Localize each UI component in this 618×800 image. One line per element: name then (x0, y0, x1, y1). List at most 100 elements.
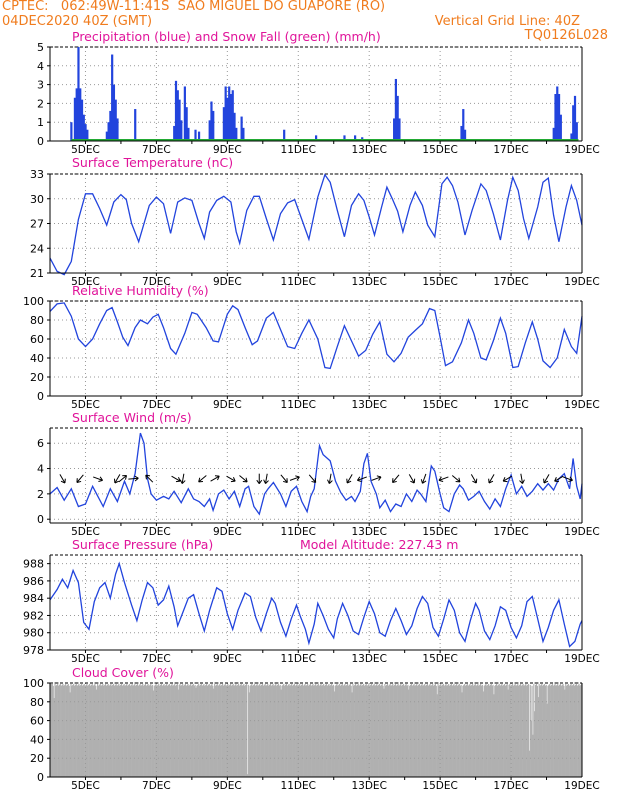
cloud-bar (283, 683, 285, 777)
cloud-bar (493, 694, 495, 777)
wind-arrow (76, 474, 84, 483)
cloud-bar (568, 685, 570, 777)
cloud-bar (130, 684, 132, 777)
precip-bar (552, 127, 555, 141)
cloud-bar (316, 685, 318, 777)
cloud-bar (173, 684, 175, 777)
cloud-bar (380, 684, 382, 777)
precip-bar (194, 129, 197, 141)
cloud-bar (78, 683, 80, 777)
rh-ytick-label: 40 (30, 352, 44, 365)
precip-xtick-label: 13DEC (351, 144, 386, 156)
pres-ytick-label: 988 (23, 558, 44, 571)
cloud-bar (532, 734, 534, 777)
precip-bar (394, 78, 397, 141)
wind-arrow-head (438, 476, 444, 483)
cloud-bar (136, 683, 139, 777)
temp-xtick-label: 5DEC (71, 276, 100, 288)
cloud-bar (418, 683, 421, 777)
cloud-bar (154, 684, 156, 777)
cloud-bar (76, 685, 78, 777)
wind-arrow (554, 475, 564, 483)
wind-arrow-head (134, 475, 139, 482)
precip-bar (556, 86, 559, 141)
cloud-bar (336, 683, 338, 777)
cloud-bar (557, 683, 559, 777)
cloud-bar (150, 683, 152, 777)
cloud-bar (120, 684, 122, 777)
cloud-bar (540, 684, 542, 777)
wind-arrow-head (60, 478, 66, 484)
wind-arrow (198, 475, 207, 483)
wind-arrow (346, 474, 353, 484)
wind-arrow-shaft (171, 475, 181, 482)
cloud-bar (434, 683, 436, 777)
cloud-bar (320, 683, 322, 777)
cloud-bar (54, 683, 56, 777)
wind-arrow (438, 476, 449, 483)
cloud-bar (554, 683, 556, 777)
cloud-bar (191, 684, 194, 777)
cloud-bar (215, 684, 217, 777)
wind-arrow (239, 475, 248, 483)
wind-arrow (118, 474, 128, 483)
cloud-bar (555, 685, 557, 777)
cloud-bar (240, 683, 242, 777)
cloud-bar (345, 685, 347, 777)
cloud-bar (508, 684, 510, 777)
cloud-bar (187, 683, 189, 777)
cloud-title: Cloud Cover (%) (72, 665, 174, 680)
cloud-ytick-label: 20 (30, 752, 44, 765)
cloud-bar (575, 683, 577, 777)
wind-arrow (308, 474, 317, 483)
wind-arrow (543, 474, 550, 484)
cloud-bar (252, 685, 254, 777)
wind-arrow-head (113, 478, 120, 484)
cloud-bar (161, 685, 163, 777)
cloud-bar (307, 683, 309, 777)
precip-bar (228, 86, 231, 141)
cloud-bar (350, 685, 352, 777)
precip-bar (86, 129, 89, 141)
wind-arrow (128, 475, 139, 482)
cloud-bar (444, 684, 446, 777)
cloud-bar (470, 685, 472, 777)
cloud-bar (101, 684, 103, 777)
cloud-bar (378, 683, 381, 777)
cloud-bar (288, 683, 290, 777)
rh-xtick-label: 9DEC (213, 399, 242, 411)
precip-bar (554, 94, 557, 141)
wind-arrow-head (356, 476, 362, 483)
precip-bar (393, 118, 396, 141)
cloud-bar (374, 685, 376, 777)
header-grid-note: Vertical Grid Line: 40Z (434, 14, 580, 29)
cloud-bar (157, 684, 159, 777)
cloud-bar (299, 683, 301, 777)
temp-xtick-label: 7DEC (142, 276, 171, 288)
cloud-bar (483, 685, 485, 777)
cloud-bar (572, 684, 574, 777)
cloud-bar (91, 683, 93, 777)
cloud-bar (439, 684, 441, 777)
cloud-bar (96, 683, 99, 777)
cloud-bar (121, 685, 124, 777)
cloud-bar (200, 683, 202, 777)
wind-arrow-head (410, 478, 416, 484)
cloud-bar (62, 683, 64, 777)
cloud-bar (456, 685, 459, 777)
precip-xtick-label: 5DEC (71, 144, 100, 156)
wind-arrow-head (122, 474, 128, 480)
cloud-bar (93, 684, 95, 777)
cloud-bar (65, 685, 68, 777)
cloud-bar (509, 683, 511, 777)
wind-arrow-head (502, 477, 508, 483)
cloud-bar (261, 684, 263, 777)
rh-ytick-label: 80 (30, 314, 44, 327)
cloud-bar (330, 684, 332, 777)
cloud-bar (89, 683, 91, 777)
cloud-bar (237, 684, 239, 777)
cloud-bar (177, 689, 179, 777)
cloud-bar (507, 689, 509, 777)
cloud-bar (105, 685, 108, 777)
